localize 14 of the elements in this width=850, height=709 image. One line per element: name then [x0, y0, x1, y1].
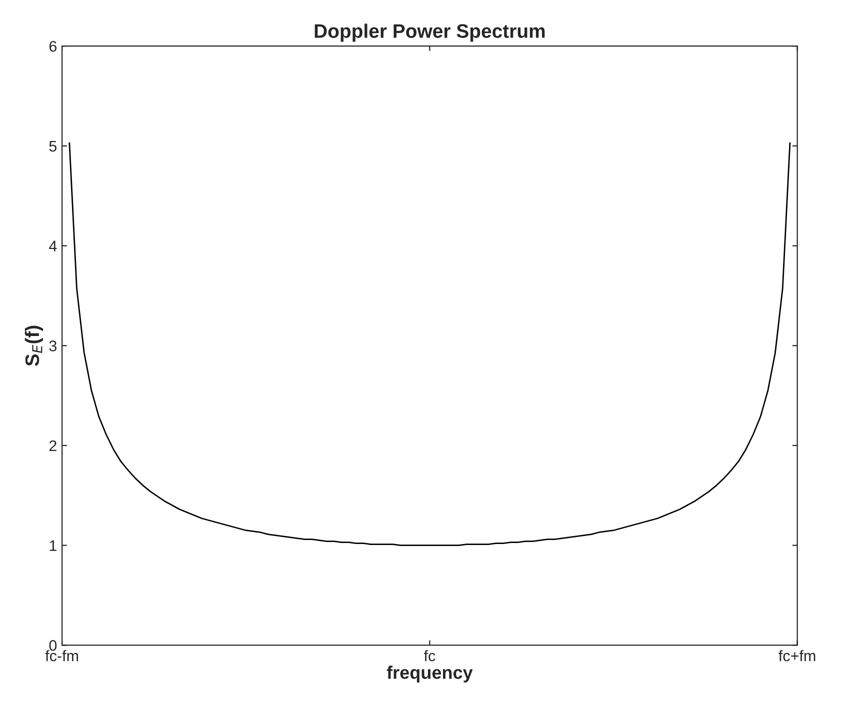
y-tick-label: 0	[49, 640, 57, 651]
x-tick-label: fc+fm	[778, 650, 816, 662]
y-tick-label: 1	[50, 540, 56, 551]
y-tick-label: 3	[49, 340, 57, 352]
line-series	[68, 142, 791, 546]
x-tick-label: fc-fm	[45, 650, 78, 662]
x-axis-title: frequency	[386, 666, 473, 683]
chart-title: Doppler Power Spectrum	[314, 24, 545, 42]
x-tick-label: fc	[424, 650, 436, 662]
y-tick-label: 6	[49, 40, 57, 52]
y-tick-label: 5	[49, 140, 57, 152]
y-tick-label: 2	[49, 440, 56, 452]
y-tick-label: 4	[49, 240, 57, 252]
y-axis-title: S$_{E}$(f)	[24, 326, 43, 366]
